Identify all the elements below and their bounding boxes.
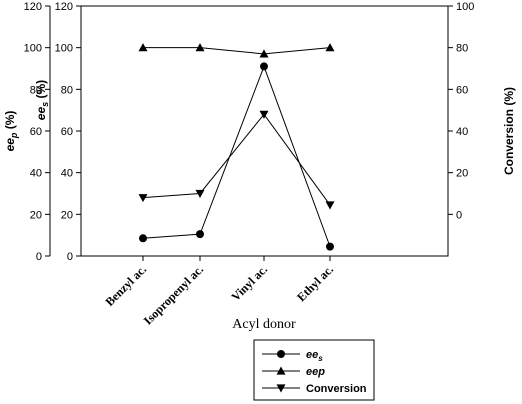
right-tick-label: 80	[456, 43, 468, 55]
legend-label: Conversion	[306, 383, 367, 395]
x-tick-label: Vinyl ac.	[228, 262, 270, 304]
data-point-eep	[325, 43, 335, 52]
data-point-conversion	[325, 201, 335, 210]
inner-left-tick-label: 0	[67, 251, 73, 263]
data-point-ees	[326, 242, 334, 251]
outer-left-tick-label: 80	[30, 84, 42, 96]
data-point-eep	[259, 49, 269, 58]
right-tick-label: 40	[456, 126, 468, 138]
legend-item-conversion: Conversion	[262, 383, 367, 395]
data-point-conversion	[138, 194, 148, 203]
inner-left-axis-title: ees (%)	[34, 80, 50, 120]
legend-label: eep	[306, 366, 325, 378]
right-tick-label: 0	[456, 209, 462, 221]
data-point-ees	[260, 62, 268, 71]
right-axis: 0 20 40 60 80 100	[448, 1, 474, 221]
inner-left-tick-label: 120	[55, 1, 73, 13]
legend-item-ees: ees	[262, 349, 323, 363]
outer-left-axis-title: eep (%)	[3, 111, 19, 152]
outer-left-tick-label: 40	[30, 168, 42, 180]
data-point-eep	[138, 43, 148, 52]
data-point-ees	[139, 234, 147, 243]
series-ees	[139, 62, 334, 251]
right-axis-title: Conversion (%)	[502, 87, 516, 175]
legend-label: ees	[306, 349, 323, 363]
right-tick-label: 20	[456, 168, 468, 180]
x-axis-title: Acyl donor	[232, 317, 296, 332]
x-axis: Benzyl ac.Isopropenyl ac. Vinyl ac. Ethyl …	[102, 256, 336, 328]
series-line-conversion	[142, 113, 331, 206]
series-conversion	[138, 110, 335, 210]
legend-marker	[276, 366, 286, 375]
legend-marker	[277, 350, 285, 358]
outer-left-tick-label: 120	[24, 1, 42, 13]
x-tick-label: Isopropenyl ac.	[141, 262, 206, 327]
outer-left-tick-label: 0	[36, 251, 42, 263]
outer-left-tick-label: 20	[30, 209, 42, 221]
data-point-eep	[195, 43, 205, 52]
plot-frame	[80, 5, 449, 257]
series-layer	[138, 43, 335, 251]
legend-item-eep: eep	[262, 366, 325, 378]
inner-left-tick-label: 100	[55, 43, 73, 55]
x-tick-label: Ethyl ac.	[294, 262, 336, 304]
outer-left-axis: 0 20 40 60 80 100 120	[24, 1, 50, 263]
inner-left-axis: 0 20 40 60 80 100 120	[55, 1, 81, 263]
outer-left-tick-label: 60	[30, 126, 42, 138]
series-line-eep	[143, 47, 331, 55]
legend: ees eep Conversion	[253, 339, 375, 401]
inner-left-tick-label: 80	[61, 84, 73, 96]
legend-box	[253, 339, 375, 401]
x-tick-label: Benzyl ac.	[102, 262, 149, 309]
inner-left-tick-label: 40	[61, 168, 73, 180]
right-tick-label: 60	[456, 84, 468, 96]
data-point-conversion	[195, 189, 205, 198]
right-tick-label: 100	[456, 1, 474, 13]
data-point-conversion	[259, 110, 269, 119]
legend-marker	[276, 384, 286, 393]
inner-left-tick-label: 60	[61, 126, 73, 138]
series-line-ees	[142, 64, 331, 247]
outer-left-tick-label: 100	[24, 43, 42, 55]
inner-left-tick-label: 20	[61, 209, 73, 221]
series-eep	[138, 43, 335, 58]
data-point-ees	[196, 230, 204, 239]
